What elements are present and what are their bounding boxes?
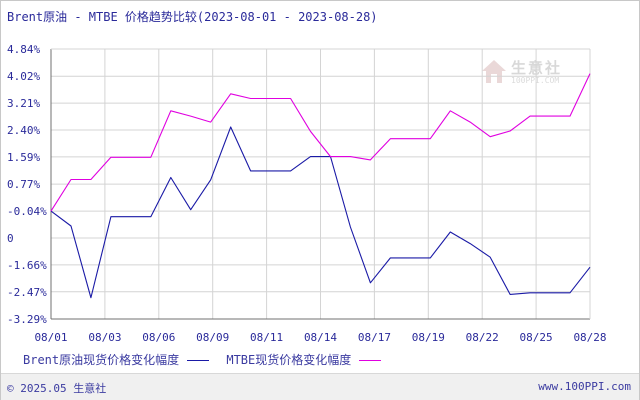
y-tick-label: 1.59% — [7, 151, 40, 164]
y-tick-label: 0 — [7, 232, 14, 245]
x-tick-label: 08/22 — [466, 331, 499, 344]
legend-swatch-mtbe — [359, 360, 382, 361]
x-tick-label: 08/19 — [412, 331, 445, 344]
legend-item-mtbe: MTBE现货价格变化幅度 — [226, 351, 382, 368]
copyright-text: © 2025.05 生意社 — [7, 382, 107, 395]
x-tick-label: 08/06 — [142, 331, 175, 344]
y-axis-labels: 4.84% 4.02% 3.21% 2.40% 1.59% 0.77% -0.04% 0 -1.… — [7, 43, 47, 326]
legend-item-brent: Brent原油现货价格变化幅度 — [23, 351, 210, 368]
y-tick-label: 4.84% — [7, 43, 40, 56]
y-tick-label: -3.29% — [7, 313, 47, 326]
watermark-logo: 生意社 100PPI.COM — [481, 57, 577, 93]
x-tick-label: 08/11 — [250, 331, 283, 344]
y-tick-label: 2.40% — [7, 124, 40, 137]
x-tick-label: 08/14 — [304, 331, 337, 344]
site-link[interactable]: www.100PPI.com — [538, 380, 631, 393]
y-tick-label: 3.21% — [7, 97, 40, 110]
x-axis-labels: 08/01 08/03 08/06 08/09 08/11 08/14 08/17 08/19… — [34, 331, 606, 344]
grid-lines — [51, 48, 590, 320]
watermark-text: 生意社 — [511, 59, 563, 77]
x-tick-label: 08/09 — [196, 331, 229, 344]
line-chart: 4.84% 4.02% 3.21% 2.40% 1.59% 0.77% -0.04% 0 -1.… — [7, 43, 607, 344]
x-tick-label: 08/17 — [358, 331, 391, 344]
x-tick-label: 08/28 — [573, 331, 606, 344]
axes — [50, 48, 591, 320]
legend-label-mtbe: MTBE现货价格变化幅度 — [226, 353, 352, 367]
house-logo-icon — [482, 60, 506, 83]
y-tick-label: 0.77% — [7, 178, 40, 191]
series-lines — [50, 73, 591, 299]
legend-label-brent: Brent原油现货价格变化幅度 — [23, 353, 180, 367]
watermark-subtext: 100PPI.COM — [511, 76, 560, 85]
legend-swatch-brent — [187, 360, 210, 361]
legend: Brent原油现货价格变化幅度 MTBE现货价格变化幅度 — [23, 351, 391, 368]
footer: © 2025.05 生意社 www.100PPI.com — [1, 373, 639, 400]
x-tick-label: 08/01 — [34, 331, 67, 344]
y-tick-label: -2.47% — [7, 286, 47, 299]
y-tick-label: -1.66% — [7, 259, 47, 272]
x-tick-label: 08/25 — [520, 331, 553, 344]
series-line-mtbe — [50, 73, 591, 212]
y-tick-label: 4.02% — [7, 70, 40, 83]
chart-title: Brent原油 - MTBE 价格趋势比较(2023-08-01 - 2023-… — [7, 10, 378, 24]
y-tick-label: -0.04% — [7, 205, 47, 218]
series-line-brent — [50, 126, 591, 299]
x-tick-label: 08/03 — [88, 331, 121, 344]
